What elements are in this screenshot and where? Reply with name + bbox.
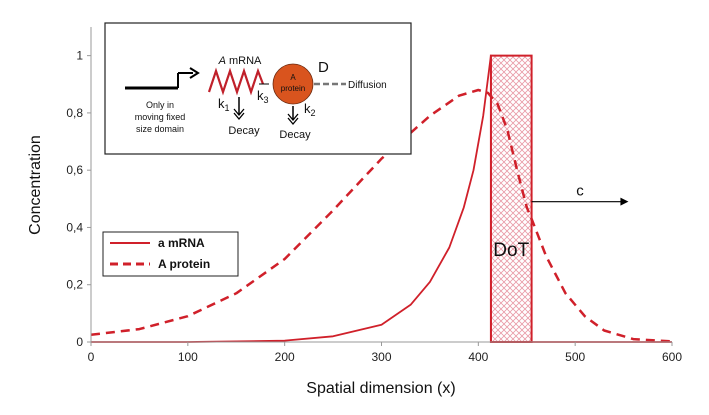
- tick-labels: 0 100 200 300 400 500 600 0 0,2 0,4 0,6 0,8 1: [66, 49, 682, 364]
- plot-area: DoT c: [90, 54, 673, 344]
- domain-box-label: DoT: [493, 240, 529, 261]
- x-tick-label: 0: [88, 350, 95, 364]
- series-line-a-protein: [90, 88, 673, 343]
- protein-circle-icon: [272, 63, 314, 105]
- diffusion-constant-label: D: [318, 59, 329, 76]
- k1-label: k1: [218, 96, 230, 113]
- protein-label-line-1: A: [290, 73, 296, 82]
- y-tick-label: 0,4: [66, 220, 83, 234]
- protein-label-line-2: protein: [281, 84, 305, 93]
- mrna-zigzag-icon: [207, 67, 265, 96]
- decay-label-right: Decay: [279, 129, 311, 141]
- domain-box: [489, 54, 533, 344]
- domain-note-line-1: Only in: [146, 100, 174, 110]
- series-line-a-mrna: [91, 54, 672, 343]
- x-tick-label: 100: [178, 350, 198, 364]
- legend-label-protein: A protein: [158, 257, 210, 271]
- y-tick-label: 0,8: [66, 106, 83, 120]
- legend-label-mrna: a mRNA: [158, 236, 205, 250]
- mrna-label: A mRNA: [218, 55, 262, 67]
- x-axis-title: Spatial dimension (x): [306, 380, 455, 397]
- x-tick-label: 600: [662, 350, 682, 364]
- y-tick-label: 0,6: [66, 163, 83, 177]
- y-axis-title: Concentration: [27, 135, 44, 235]
- decay-arrow-right-icon: [287, 106, 299, 126]
- legend: a mRNA A protein: [102, 231, 239, 277]
- x-tick-label: 400: [468, 350, 488, 364]
- k3-label: k3: [257, 88, 269, 105]
- x-tick-label: 500: [565, 350, 585, 364]
- gene-promoter-icon: [125, 67, 200, 90]
- legend-box: [102, 231, 239, 277]
- k2-label: k2: [304, 101, 316, 118]
- x-tick-label: 200: [275, 350, 295, 364]
- y-tick-label: 1: [76, 49, 83, 63]
- domain-note-line-2: moving fixed: [135, 112, 186, 122]
- decay-arrow-left-icon: [233, 97, 245, 121]
- diffusion-label: Diffusion: [348, 80, 387, 91]
- y-tick-label: 0,2: [66, 278, 83, 292]
- domain-note-line-3: size domain: [136, 124, 184, 134]
- inset-diagram: Only in moving fixed size domain A mRNA …: [104, 22, 412, 155]
- velocity-label: c: [576, 183, 584, 200]
- decay-label-left: Decay: [228, 125, 260, 137]
- x-tick-label: 300: [371, 350, 391, 364]
- velocity-arrow-head: [620, 197, 629, 206]
- y-tick-label: 0: [76, 335, 83, 349]
